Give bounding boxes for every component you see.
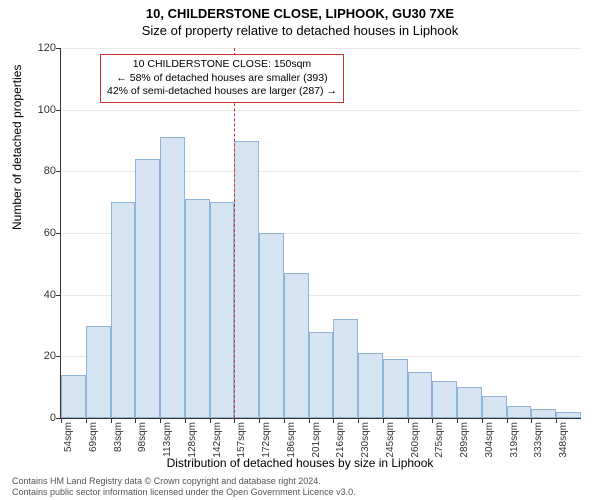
ytick-mark: [56, 48, 61, 49]
histogram-bar: [111, 202, 136, 418]
ytick-mark: [56, 295, 61, 296]
ytick-mark: [56, 233, 61, 234]
xtick-mark: [309, 418, 310, 423]
footer-line1: Contains HM Land Registry data © Crown c…: [12, 476, 356, 487]
histogram-bar: [135, 159, 160, 418]
histogram-bar: [333, 319, 358, 418]
page-subtitle: Size of property relative to detached ho…: [0, 21, 600, 38]
marker-line: [234, 48, 235, 418]
ytick-label: 40: [26, 289, 56, 301]
histogram-bar: [185, 199, 210, 418]
xtick-mark: [259, 418, 260, 423]
xtick-mark: [383, 418, 384, 423]
footer-line2: Contains public sector information licen…: [12, 487, 356, 498]
xtick-mark: [284, 418, 285, 423]
annotation-line2: ← 58% of detached houses are smaller (39…: [107, 72, 337, 86]
histogram-bar: [284, 273, 309, 418]
histogram-bar: [383, 359, 408, 418]
histogram-bar: [457, 387, 482, 418]
annotation-line1: 10 CHILDERSTONE CLOSE: 150sqm: [107, 58, 337, 72]
ytick-label: 80: [26, 165, 56, 177]
x-axis-label: Distribution of detached houses by size …: [0, 456, 600, 470]
xtick-mark: [210, 418, 211, 423]
histogram-chart: 02040608010012054sqm69sqm83sqm98sqm113sq…: [60, 48, 580, 418]
ytick-label: 0: [26, 412, 56, 424]
xtick-mark: [185, 418, 186, 423]
histogram-bar: [432, 381, 457, 418]
ytick-label: 100: [26, 104, 56, 116]
gridline: [61, 110, 581, 111]
xtick-mark: [482, 418, 483, 423]
y-axis-label: Number of detached properties: [10, 65, 24, 230]
ytick-mark: [56, 356, 61, 357]
xtick-mark: [408, 418, 409, 423]
histogram-bar: [160, 137, 185, 418]
xtick-mark: [160, 418, 161, 423]
histogram-bar: [210, 202, 235, 418]
gridline: [61, 48, 581, 49]
ytick-label: 120: [26, 42, 56, 54]
histogram-bar: [358, 353, 383, 418]
ytick-label: 20: [26, 350, 56, 362]
ytick-label: 60: [26, 227, 56, 239]
ytick-mark: [56, 110, 61, 111]
annotation-box: 10 CHILDERSTONE CLOSE: 150sqm ← 58% of d…: [100, 54, 344, 103]
histogram-bar: [556, 412, 581, 418]
histogram-bar: [61, 375, 86, 418]
histogram-bar: [482, 396, 507, 418]
xtick-mark: [61, 418, 62, 423]
histogram-bar: [234, 141, 259, 419]
annotation-line3: 42% of semi-detached houses are larger (…: [107, 85, 337, 99]
histogram-bar: [507, 406, 532, 418]
xtick-mark: [111, 418, 112, 423]
footer-attribution: Contains HM Land Registry data © Crown c…: [12, 476, 356, 498]
ytick-mark: [56, 171, 61, 172]
xtick-mark: [358, 418, 359, 423]
page-title-address: 10, CHILDERSTONE CLOSE, LIPHOOK, GU30 7X…: [0, 0, 600, 21]
histogram-bar: [309, 332, 334, 418]
xtick-mark: [507, 418, 508, 423]
histogram-bar: [531, 409, 556, 418]
histogram-bar: [408, 372, 433, 418]
xtick-mark: [86, 418, 87, 423]
histogram-bar: [259, 233, 284, 418]
histogram-bar: [86, 326, 111, 419]
